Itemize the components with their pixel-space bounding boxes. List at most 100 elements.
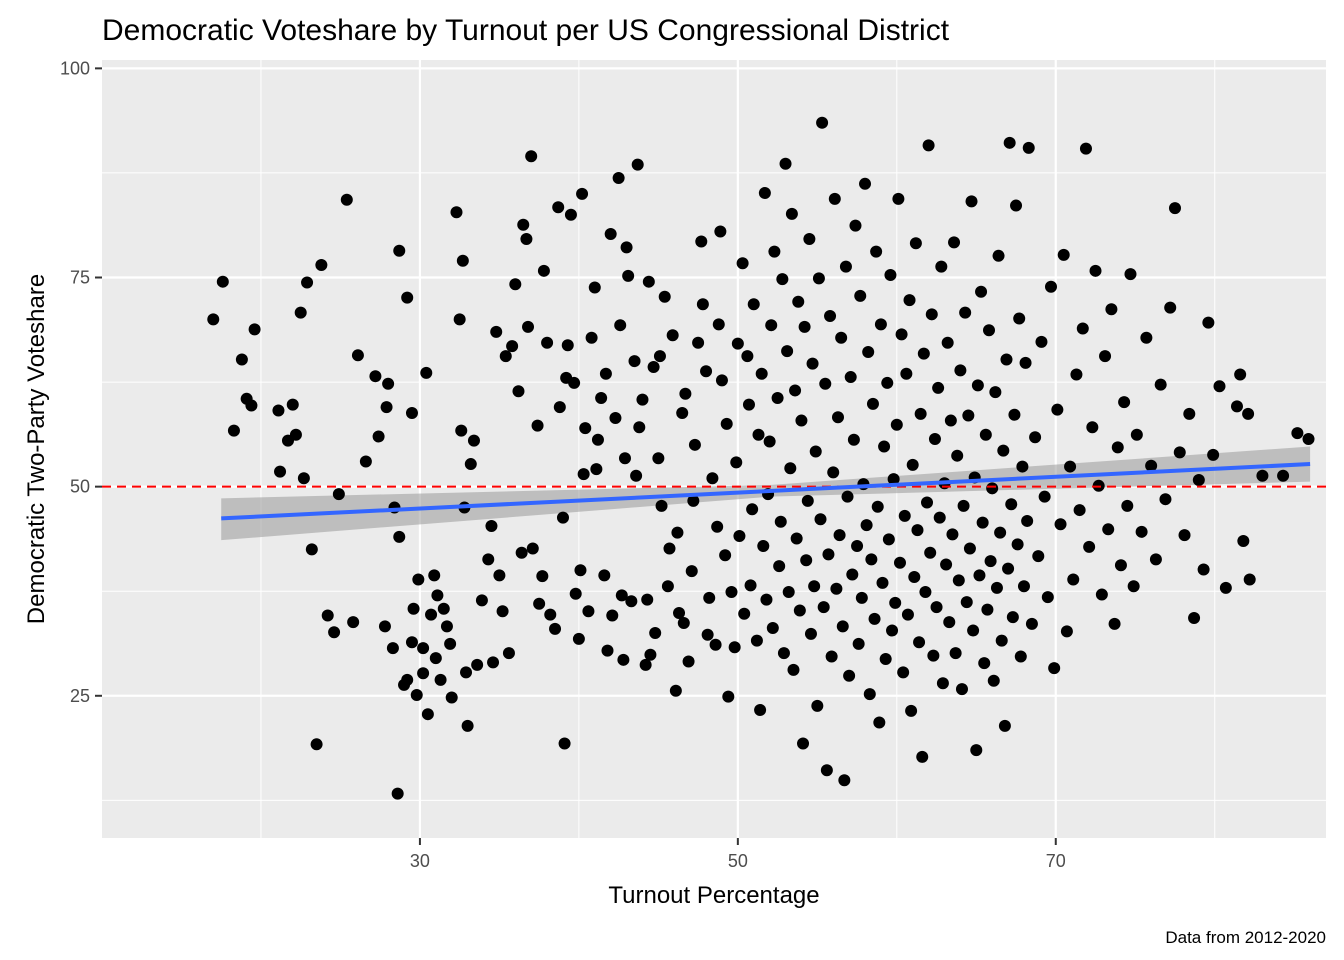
data-point (849, 219, 862, 232)
data-point (742, 398, 755, 411)
data-point (606, 609, 619, 622)
data-point (272, 404, 285, 417)
data-point (641, 593, 654, 606)
data-point (1219, 581, 1232, 594)
data-point (1014, 650, 1027, 663)
data-point (630, 469, 643, 482)
data-point (1002, 562, 1015, 575)
data-point (994, 526, 1007, 539)
data-point (763, 435, 776, 448)
data-point (1183, 407, 1196, 420)
data-point (515, 546, 528, 559)
data-point (1108, 617, 1121, 630)
data-point (903, 294, 916, 307)
data-point (987, 674, 1000, 687)
data-point (890, 418, 903, 431)
data-point (820, 764, 833, 777)
data-point (803, 233, 816, 246)
data-point (971, 379, 984, 392)
data-point (328, 626, 341, 639)
data-point (898, 509, 911, 522)
data-point (866, 397, 879, 410)
data-point (297, 472, 310, 485)
data-point (652, 452, 665, 465)
data-point (933, 511, 946, 524)
data-point (590, 463, 603, 476)
data-point (816, 116, 829, 129)
data-point (876, 576, 889, 589)
data-point (301, 276, 314, 289)
data-point (378, 620, 391, 633)
data-point (380, 401, 393, 414)
data-point (879, 652, 892, 665)
data-point (706, 472, 719, 485)
data-point (798, 320, 811, 333)
data-point (1114, 559, 1127, 572)
data-point (819, 377, 832, 390)
data-point (351, 349, 364, 362)
data-point (440, 620, 453, 633)
data-point (692, 336, 705, 349)
data-point (517, 218, 530, 231)
data-point (471, 658, 484, 671)
data-point (391, 787, 404, 800)
x-axis-ticks: 30 50 70 (410, 838, 1066, 871)
data-point (781, 345, 794, 358)
data-point (747, 298, 760, 311)
data-point (1057, 248, 1070, 261)
data-point (673, 606, 686, 619)
data-point (410, 688, 423, 701)
data-point (838, 774, 851, 787)
data-point (790, 532, 803, 545)
data-point (983, 324, 996, 337)
data-point (1291, 427, 1304, 440)
data-point (393, 530, 406, 543)
data-point (841, 490, 854, 503)
data-point (917, 347, 930, 360)
data-point (1022, 141, 1035, 154)
data-point (978, 657, 991, 670)
data-point (633, 421, 646, 434)
data-point (1277, 469, 1290, 482)
data-point (873, 716, 886, 729)
data-point (227, 424, 240, 437)
data-point (940, 558, 953, 571)
data-point (720, 417, 733, 430)
data-point (577, 468, 590, 481)
data-point (862, 345, 875, 358)
data-point (973, 569, 986, 582)
data-point (444, 637, 457, 650)
data-point (715, 374, 728, 387)
data-point (289, 428, 302, 441)
data-point (760, 593, 773, 606)
y-tick-label: 75 (70, 268, 90, 288)
data-point (332, 488, 345, 501)
data-point (822, 548, 835, 561)
data-point (1118, 396, 1131, 409)
y-axis-ticks: 25 50 75 100 (60, 58, 102, 706)
data-point (305, 543, 318, 556)
data-point (765, 319, 778, 332)
data-point (235, 353, 248, 366)
data-point (579, 422, 592, 435)
data-point (520, 233, 533, 246)
data-point (914, 407, 927, 420)
data-point (884, 268, 897, 281)
data-point (1242, 407, 1255, 420)
data-point (897, 666, 910, 679)
data-point (777, 647, 790, 660)
data-point (536, 570, 549, 583)
data-point (963, 542, 976, 555)
data-point (601, 644, 614, 657)
data-point (944, 414, 957, 427)
data-point (955, 683, 968, 696)
data-point (784, 462, 797, 475)
data-point (913, 636, 926, 649)
data-point (1073, 504, 1086, 517)
data-point (609, 412, 622, 425)
data-point (1197, 563, 1210, 576)
data-point (310, 738, 323, 751)
data-point (936, 677, 949, 690)
data-point (647, 361, 660, 374)
data-point (995, 634, 1008, 647)
